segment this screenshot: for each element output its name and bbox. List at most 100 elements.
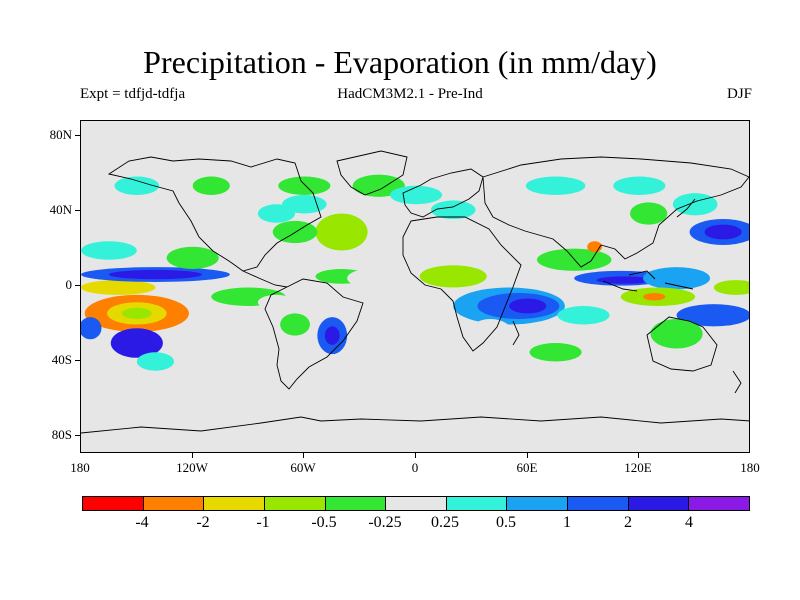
coastlines (81, 150, 749, 434)
colorbar-label: -4 (135, 514, 149, 531)
colorbar-label: 4 (685, 514, 693, 531)
colorbar-label: 2 (624, 514, 632, 531)
model-label: HadCM3M2.1 - Pre-Ind (337, 86, 483, 102)
y-tickmark (75, 360, 80, 361)
coastline-indonesia (602, 270, 694, 292)
field-contour-49 (613, 176, 666, 195)
y-tick-equator: 0 (65, 277, 73, 292)
field-contour-46 (630, 202, 668, 225)
colorbar-box-2 (143, 497, 205, 510)
colorbar-box-1 (83, 497, 144, 510)
field-contour-24 (114, 176, 160, 195)
field-contour-17 (347, 269, 392, 288)
colorbar-box-9 (568, 497, 629, 510)
field-contour-7 (166, 246, 219, 269)
coastline-japan (676, 198, 696, 218)
field-contour-42 (650, 318, 703, 349)
x-tick-0: 0 (411, 460, 419, 475)
coastline-africa (402, 216, 522, 352)
field-contour-12 (257, 294, 296, 310)
x-tick-60e: 60E (516, 460, 538, 475)
field-contour-28 (419, 265, 487, 288)
field-contour-32 (468, 318, 513, 349)
y-tick-80s: 80S (51, 427, 72, 442)
colorbar-box-7 (446, 497, 508, 510)
field-contour-33 (529, 343, 582, 362)
colorbar-label: -0.25 (368, 514, 402, 531)
coastline-madagascar (512, 320, 520, 346)
x-tickmark (192, 453, 193, 458)
field-contour-48 (525, 176, 586, 195)
colorbar-box-6 (386, 497, 447, 510)
colorbar (82, 496, 750, 511)
map-frame (80, 120, 750, 453)
field-contour-22 (278, 176, 331, 195)
coastline-north-america (107, 156, 322, 272)
colorbar-box-8 (507, 497, 569, 510)
page-title: Precipitation - Evaporation (in mm/day) (143, 44, 657, 80)
y-tickmark (75, 210, 80, 211)
field-contour-37 (596, 276, 653, 284)
y-tickmark (75, 135, 80, 136)
y-tickmark (75, 285, 80, 286)
x-tick-180e: 180 (740, 460, 760, 475)
coastline-europe (402, 168, 484, 218)
colorbar-label: 0.25 (431, 514, 459, 531)
field-contour-3 (81, 280, 156, 295)
field-contour-45 (672, 193, 718, 216)
field-contour-41 (676, 304, 749, 327)
field-contour-27 (430, 200, 476, 220)
map-plot (81, 150, 749, 434)
colorbar-label: -0.5 (311, 514, 337, 531)
field-contour-38 (643, 267, 711, 290)
field-contour-21 (282, 195, 327, 214)
coastline-antarctica (81, 416, 749, 434)
field-contour-10 (136, 352, 175, 371)
x-tick-60w: 60W (290, 460, 316, 475)
field-contour-47 (713, 280, 749, 295)
coastline-asia (482, 156, 749, 268)
season-label: DJF (726, 86, 752, 102)
experiment-label: Expt = tdfjd-tdfja (80, 86, 186, 102)
field-contour-26 (389, 185, 443, 205)
colorbar-label: 1 (563, 514, 571, 531)
x-tickmark (638, 453, 639, 458)
coastline-central-america (242, 270, 288, 288)
x-tick-120w: 120W (176, 460, 208, 475)
colorbar-label: -2 (196, 514, 210, 531)
field-contour-40 (643, 293, 666, 301)
colorbar-box-5 (325, 497, 387, 510)
field-contour-18 (315, 213, 368, 251)
y-tick-80n: 80N (49, 127, 72, 142)
field-contour-15 (324, 326, 340, 345)
x-tickmark (303, 453, 304, 458)
x-tickmark (527, 453, 528, 458)
x-tickmark (415, 453, 416, 458)
coastline-new-zealand (732, 370, 742, 394)
coastline-south-america (264, 278, 364, 390)
field-contour-23 (352, 174, 405, 197)
x-tick-180w: 180 (70, 460, 90, 475)
field-contour-13 (280, 313, 310, 336)
y-tickmark (75, 435, 80, 436)
field-contour-5 (108, 269, 202, 280)
coastline-australia (646, 316, 718, 372)
field-contour-8 (110, 328, 163, 358)
colorbar-box-3 (204, 497, 265, 510)
field-contour-34 (557, 306, 610, 325)
colorbar-box-10 (628, 497, 690, 510)
coastline-greenland (336, 150, 408, 196)
colorbar-label: 0.5 (496, 514, 516, 531)
field-layer (81, 174, 749, 371)
field-contour-6 (81, 241, 137, 260)
field-contour-25 (192, 176, 230, 195)
colorbar-box-11 (689, 497, 750, 510)
field-contour-2 (121, 307, 152, 319)
x-tick-120e: 120E (624, 460, 652, 475)
field-contour-9 (81, 317, 102, 340)
field-contour-31 (509, 298, 547, 314)
y-tick-40s: 40S (51, 352, 72, 367)
y-tick-40n: 40N (49, 202, 72, 217)
field-contour-44 (704, 224, 742, 240)
colorbar-label: -1 (256, 514, 270, 531)
